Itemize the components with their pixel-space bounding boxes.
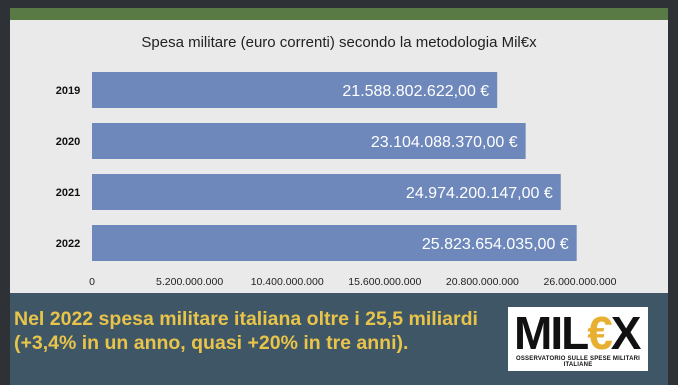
milex-logo: MIL€X OSSERVATORIO SULLE SPESE MILITARI … [508,307,648,371]
bar-value-label-2020: 23.104.088.370,00 € [371,134,518,151]
bar-2021 [92,174,561,210]
category-label-2022: 2022 [56,238,80,250]
bar-value-label-2022: 25.823.654.035,00 € [422,236,569,253]
chart-title: Spesa militare (euro correnti) secondo l… [141,34,537,51]
x-tick-label: 0 [89,276,95,288]
x-tick-label: 5.200.000.000 [156,276,223,288]
caption-panel: Nel 2022 spesa militare italiana oltre i… [10,293,668,385]
top-accent-bar [10,8,668,20]
category-label-2019: 2019 [56,85,80,97]
bar-chart: 21.588.802.622,00 € 2019 23.104.088.370,00… [56,72,617,288]
bar-2020 [92,123,526,159]
x-tick-label: 20.800.000.000 [446,276,519,288]
logo-mark: MIL€X [514,307,641,359]
bar-2019 [92,72,498,108]
bar-value-label-2019: 21.588.802.622,00 € [342,83,489,100]
x-tick-label: 15.600.000.000 [348,276,421,288]
x-tick-label: 10.400.000.000 [251,276,324,288]
bar-2022 [92,225,577,261]
chart-panel: Spesa militare (euro correnti) secondo l… [10,20,668,293]
x-tick-label: 26.000.000.000 [544,276,617,288]
bar-value-label-2021: 24.974.200.147,00 € [406,185,553,202]
category-label-2021: 2021 [56,187,80,199]
headline-text: Nel 2022 spesa militare italiana oltre i… [14,308,478,354]
category-label-2020: 2020 [56,136,80,148]
logo-subtitle: OSSERVATORIO SULLE SPESE MILITARI ITALIA… [515,356,641,368]
